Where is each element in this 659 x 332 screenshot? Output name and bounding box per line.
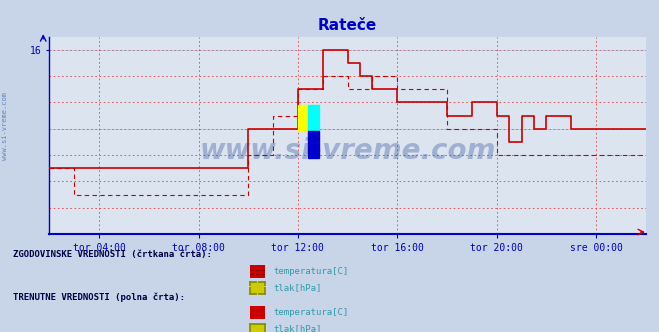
Text: temperatura[C]: temperatura[C] (273, 308, 349, 317)
Bar (308, 105, 319, 131)
Title: Rateče: Rateče (318, 18, 377, 33)
Text: tlak[hPa]: tlak[hPa] (273, 283, 322, 292)
Text: tlak[hPa]: tlak[hPa] (273, 324, 322, 332)
Text: www.si-vreme.com: www.si-vreme.com (2, 92, 9, 160)
Text: www.si-vreme.com: www.si-vreme.com (200, 137, 496, 165)
Text: ZGODOVINSKE VREDNOSTI (črtkana črta):: ZGODOVINSKE VREDNOSTI (črtkana črta): (13, 250, 212, 259)
Text: TRENUTNE VREDNOSTI (polna črta):: TRENUTNE VREDNOSTI (polna črta): (13, 293, 185, 302)
Bar (298, 105, 308, 131)
Bar (308, 131, 319, 158)
Text: temperatura[C]: temperatura[C] (273, 267, 349, 276)
